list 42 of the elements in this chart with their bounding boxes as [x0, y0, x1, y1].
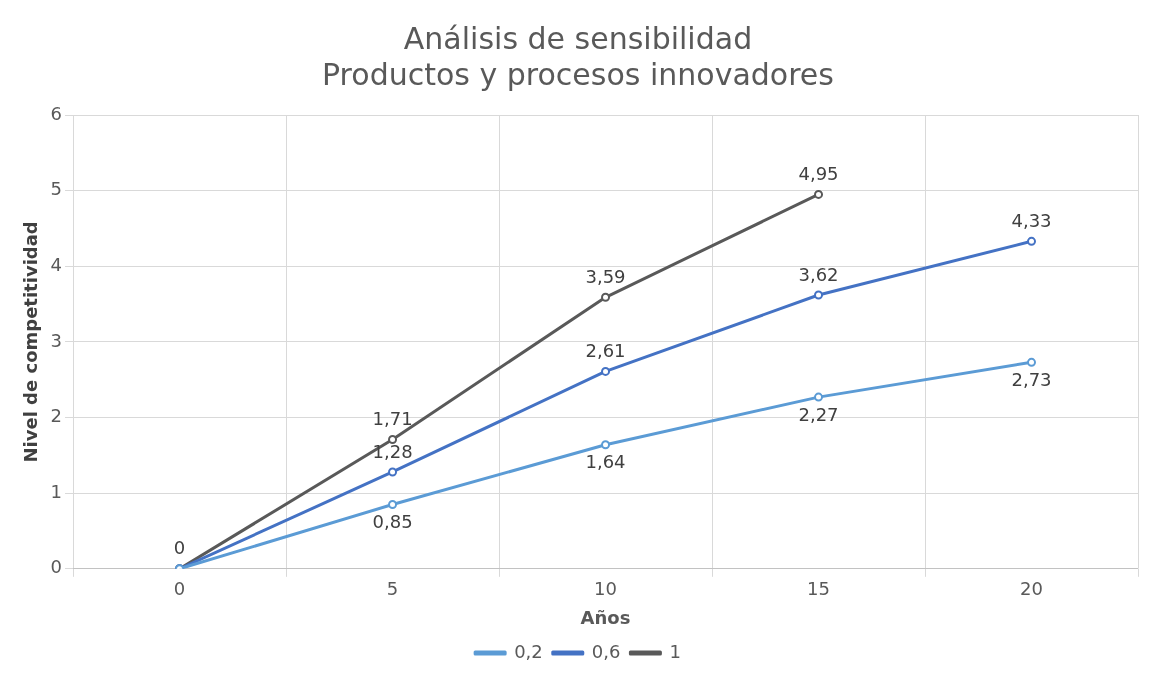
point: [1027, 236, 1037, 246]
point: [601, 292, 611, 302]
data-label: 1,64: [585, 451, 626, 473]
y-tick-label: 1: [50, 480, 63, 502]
chart-title: Análisis de sensibilidad: [403, 20, 753, 56]
y-tick-label: 4: [50, 253, 63, 275]
legend-label: 1: [669, 640, 681, 662]
data-label: 2,61: [585, 340, 626, 362]
point: [814, 189, 824, 199]
y-tick-label: 2: [50, 405, 63, 427]
data-label: 3,62: [798, 263, 839, 285]
x-tick-label: 10: [594, 578, 617, 600]
x-tick-label: 0: [173, 578, 186, 600]
chart-subtitle: Productos y procesos innovadores: [322, 56, 834, 92]
data-label: 2,27: [798, 403, 839, 425]
legend-label: 0,6: [591, 640, 621, 662]
x-tick-label: 15: [807, 578, 830, 600]
y-tick-label: 6: [50, 102, 63, 124]
point: [388, 434, 398, 444]
data-label: 4,95: [798, 163, 839, 185]
data-label: 1,28: [372, 440, 413, 462]
x-axis-title: Años: [580, 606, 631, 628]
point: [1027, 357, 1037, 367]
legend-label: 0,2: [514, 640, 543, 662]
x-tick-label: 5: [386, 578, 399, 600]
data-label: 0,85: [372, 511, 413, 533]
y-axis-title: Nivel de competitividad: [20, 221, 42, 463]
point: [814, 290, 824, 300]
point: [388, 467, 398, 477]
point: [814, 392, 824, 402]
point: [601, 440, 611, 450]
y-tick-label: 5: [50, 178, 63, 200]
point: [388, 500, 398, 510]
data-label: 0: [173, 537, 186, 559]
data-label: 4,33: [1011, 209, 1052, 231]
y-tick-label: 0: [50, 556, 63, 578]
y-tick-label: 3: [50, 329, 63, 351]
x-tick-label: 20: [1020, 578, 1043, 600]
data-label: 2,73: [1011, 368, 1052, 390]
point: [601, 366, 611, 376]
data-label: 1,71: [372, 408, 413, 430]
data-label: 3,59: [585, 265, 626, 287]
